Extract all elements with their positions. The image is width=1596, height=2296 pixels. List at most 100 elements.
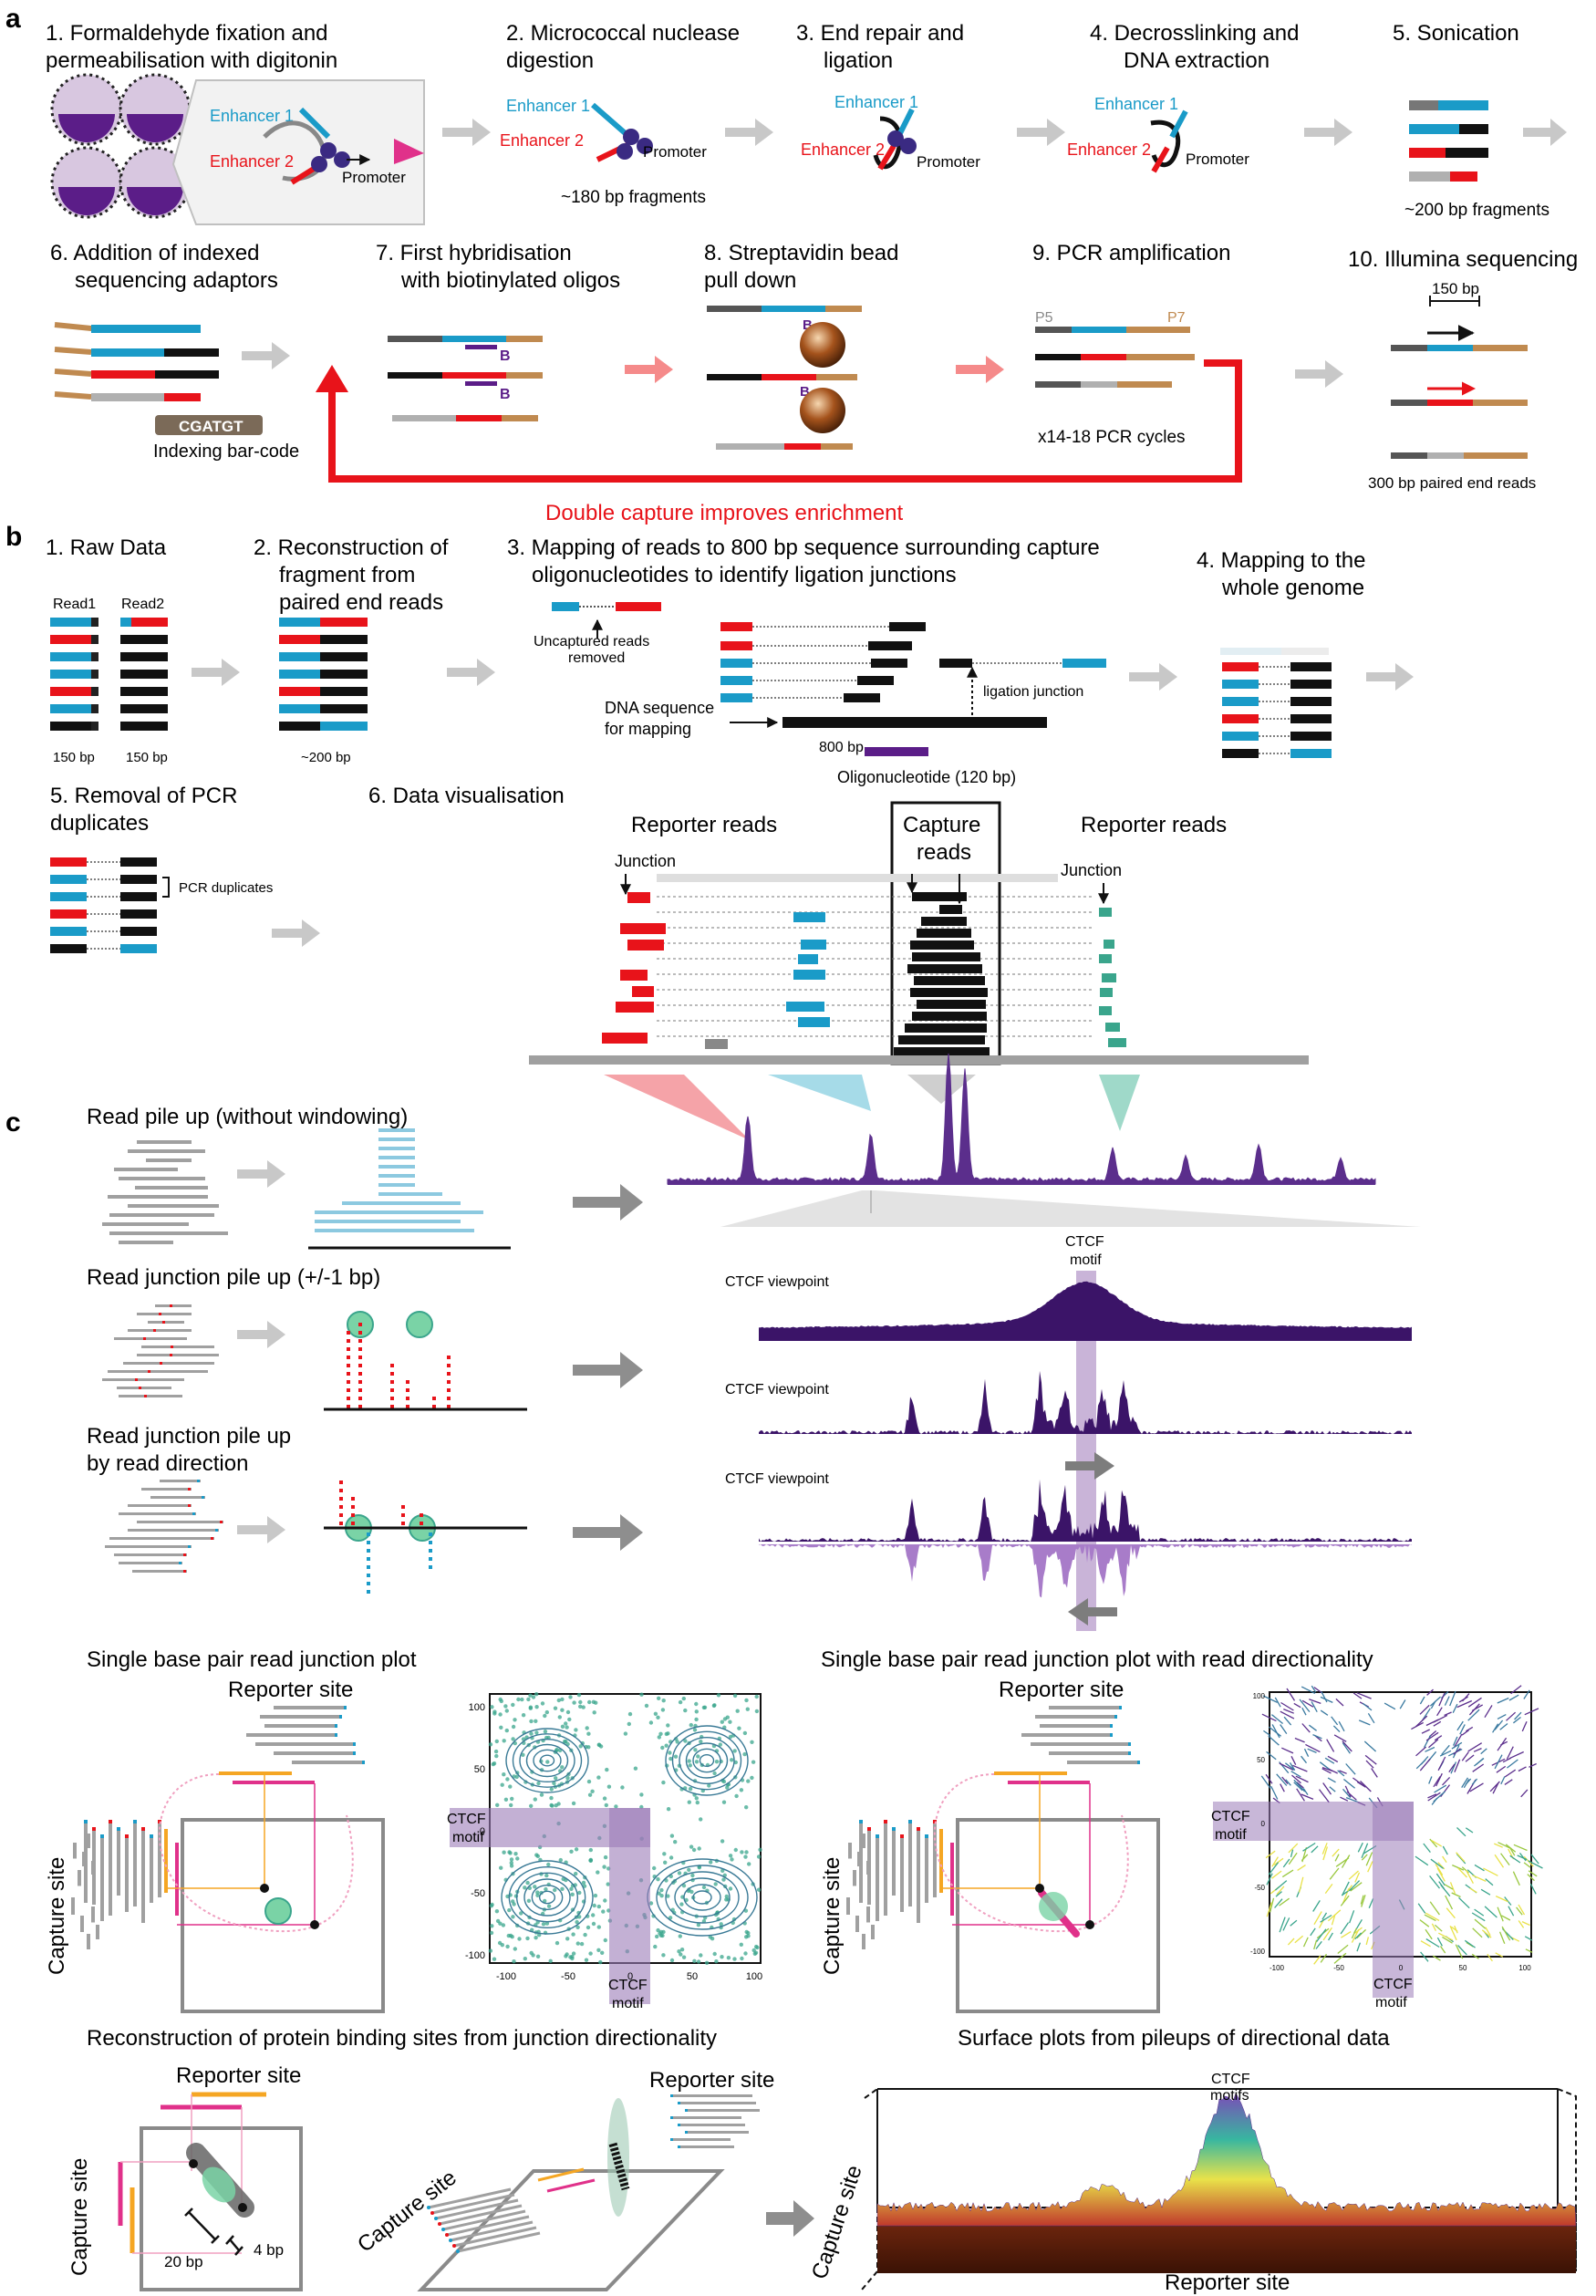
sbp-left-tip — [917, 1827, 920, 1831]
sbp-left-col — [125, 1834, 129, 1912]
scatter-point — [742, 1730, 748, 1736]
genome-read-b — [1290, 749, 1332, 758]
ctcf-c: CTCF — [1211, 1809, 1250, 1824]
scatter-point — [724, 1894, 729, 1899]
scatter-point — [661, 1780, 666, 1785]
iso-top-tip — [670, 2116, 673, 2119]
quiver-arrow — [1324, 1757, 1335, 1764]
pcr-read-2b — [1081, 354, 1126, 360]
ctcf-a: CTCF — [447, 1812, 486, 1827]
pile3-down-stick — [367, 1565, 370, 1569]
sbp-top-tail — [362, 1761, 365, 1764]
raw-read-1 — [50, 670, 91, 679]
b-step-5-line2: duplicates — [50, 811, 149, 836]
scatter-point — [516, 1697, 521, 1702]
scatter-point — [602, 1865, 606, 1869]
bead-1 — [800, 322, 845, 368]
scatter-point — [490, 1705, 494, 1709]
step-5-title: 5. Sonication — [1393, 21, 1519, 46]
quiver-arrow — [1438, 1932, 1454, 1941]
sbp-magenta-top — [233, 1781, 315, 1784]
bead-2 — [800, 388, 845, 433]
surface-box-side — [864, 2088, 1577, 2271]
step-9: 9. PCR amplification P5 P7 x14-18 PCR cy… — [1032, 241, 1230, 447]
sbp-left-tip — [133, 1820, 137, 1823]
pile3-up-stick — [351, 1505, 355, 1509]
sbp-left-col — [117, 1827, 120, 1896]
quiver-arrow — [1472, 1875, 1487, 1882]
sbp-left-col — [892, 1827, 896, 1896]
sbp-left-tip — [925, 1834, 928, 1838]
pile2-stick — [347, 1380, 350, 1384]
quiver-arrow — [1481, 1929, 1492, 1938]
raw-read-1 — [50, 635, 91, 644]
quiver-arrow — [1356, 1692, 1372, 1699]
scatter-point — [509, 1861, 513, 1865]
scatter-point — [586, 1779, 592, 1784]
sbp-left-read — [80, 1916, 84, 1932]
quiver-arrow — [1280, 1701, 1294, 1711]
scatter-point — [678, 1934, 682, 1938]
scatter-point — [560, 1697, 565, 1702]
quiver-arrow — [1440, 1884, 1451, 1897]
scatter-point — [739, 1788, 744, 1792]
quiver-arrow — [1290, 1771, 1301, 1778]
sbp-dir-title: Single base pair read junction plot with… — [821, 1647, 1373, 1672]
pile1-grey — [102, 1140, 228, 1244]
raw-read-1 — [50, 722, 91, 731]
scatter-point — [606, 1784, 612, 1789]
seq-read-3c — [1464, 452, 1528, 459]
quiver-arrow — [1329, 1867, 1340, 1880]
dup-read-b — [120, 892, 157, 901]
quiver-arrow — [1360, 1781, 1372, 1792]
capture-read — [910, 940, 974, 950]
pile1-blue-read — [342, 1201, 461, 1205]
capture-read — [907, 964, 982, 973]
quiver-arrow — [1439, 1750, 1452, 1757]
quiver-arrow — [1291, 1774, 1301, 1784]
quiver-arrow — [1429, 1901, 1440, 1916]
pile3-up-stick — [339, 1522, 343, 1525]
quiver-arrow — [1302, 1937, 1309, 1948]
mapped-read-left — [720, 622, 752, 631]
quiver-arrow — [1451, 1741, 1463, 1750]
scatter-point — [601, 1909, 606, 1914]
scatter-point — [728, 1886, 733, 1891]
quiver-arrow — [1449, 1690, 1456, 1707]
scatter-tick-x: 100 — [746, 1971, 762, 1982]
quiver-arrow — [1296, 1788, 1305, 1802]
capture-label-2: reads — [917, 840, 971, 865]
scatter-point — [721, 1877, 726, 1882]
sbp-left-read — [848, 1843, 852, 1859]
b-step-2-line2: fragment from — [279, 563, 415, 587]
uncaptured-blue — [552, 602, 579, 611]
quiver-arrow — [1348, 1910, 1355, 1924]
iso-top-tip — [678, 2124, 680, 2126]
scatter-contour — [692, 1748, 721, 1773]
quiver-axis-ticks: 100 50 0 -50 -100 -100 -50 0 50 100 — [1250, 1692, 1531, 1972]
scatter-point — [726, 1956, 731, 1960]
quiver-arrow — [1452, 1703, 1458, 1713]
quiver-arrow — [1275, 1891, 1282, 1897]
pile3-up-stick — [401, 1505, 405, 1509]
scatter-point — [557, 1715, 562, 1719]
cell-2-nucleus — [127, 114, 183, 142]
raw-read-1-tail — [91, 652, 98, 661]
scatter-tick-y: 100 — [469, 1702, 485, 1713]
iso-top-tip — [678, 2102, 680, 2104]
quiver-arrow — [1332, 1848, 1340, 1857]
scatter-point — [523, 1957, 527, 1961]
pile3-down-stick — [367, 1574, 370, 1577]
pile1-blue-read — [315, 1220, 461, 1223]
quiver-arrow — [1293, 1779, 1306, 1792]
quiver-arrow — [1465, 1827, 1474, 1834]
sbp-site — [264, 1897, 292, 1925]
quiver-arrow — [1433, 1791, 1446, 1803]
pile2-stick — [447, 1397, 451, 1400]
sbp-top-tail — [335, 1733, 337, 1737]
scatter-point — [733, 1847, 738, 1853]
iso-top-read — [670, 2138, 731, 2141]
scatter-point — [576, 1692, 582, 1698]
scatter-point — [689, 1844, 694, 1849]
hyb-oligo-1 — [465, 345, 497, 349]
